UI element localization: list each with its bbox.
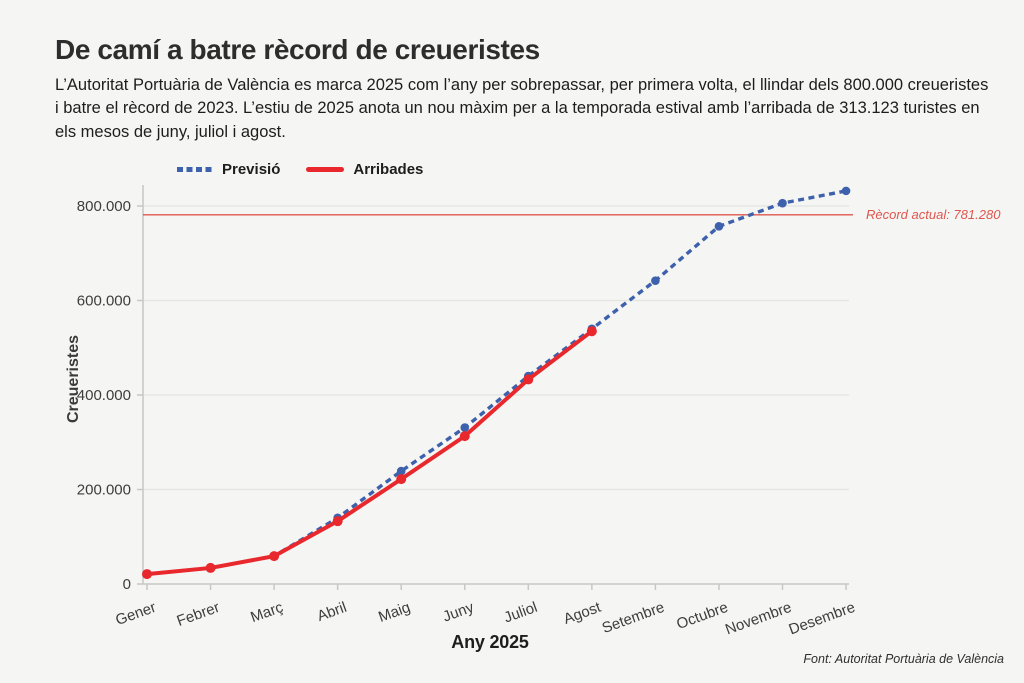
previsio-point bbox=[651, 276, 660, 285]
arribades-point bbox=[142, 569, 152, 580]
record-label: Rècord actual: 781.280 bbox=[866, 207, 1001, 222]
y-tick-label: 600.000 bbox=[77, 293, 131, 310]
x-tick-label: Abril bbox=[315, 599, 349, 625]
previsio-point bbox=[460, 423, 470, 432]
x-tick-label: Maig bbox=[376, 599, 412, 626]
y-tick-label: 400.000 bbox=[77, 387, 131, 404]
x-tick-label: Juny bbox=[441, 599, 477, 626]
x-tick-label: Gener bbox=[113, 599, 158, 629]
previsio-point bbox=[714, 222, 724, 231]
arribades-point bbox=[269, 551, 280, 562]
legend-label-previsio: Previsió bbox=[222, 161, 281, 178]
arribades-solid-line-swatch bbox=[306, 167, 345, 172]
x-tick-label: Octubre bbox=[674, 599, 730, 633]
previsio-line bbox=[146, 189, 847, 576]
x-axis-title: Any 2025 bbox=[451, 632, 529, 652]
previsio-point bbox=[396, 466, 406, 476]
previsio-point bbox=[778, 198, 787, 208]
chart-legend: Previsió Arribades bbox=[177, 161, 423, 178]
previsio-point bbox=[841, 186, 851, 196]
arribades-point bbox=[396, 474, 407, 485]
x-tick-label: Juliol bbox=[502, 599, 540, 627]
x-tick-label: Març bbox=[248, 599, 286, 627]
x-tick-label: Febrer bbox=[175, 599, 222, 630]
legend-item-previsio: Previsió bbox=[177, 161, 280, 178]
arribades-point bbox=[205, 562, 216, 573]
legend-label-arribades: Arribades bbox=[353, 161, 424, 178]
arribades-line bbox=[145, 329, 594, 577]
y-tick-label: 0 bbox=[123, 576, 131, 593]
previsio-dashed-line-swatch bbox=[177, 167, 213, 172]
x-tick-label: Agost bbox=[561, 599, 604, 628]
page-title: De camí a batre rècord de creueristes bbox=[55, 34, 540, 65]
source-credit: Font: Autoritat Portuària de València bbox=[803, 652, 1004, 666]
arribades-point bbox=[523, 374, 534, 385]
page-subtitle: L’Autoritat Portuària de València es mar… bbox=[55, 76, 989, 141]
y-tick-label: 800.000 bbox=[77, 198, 131, 215]
legend-item-arribades: Arribades bbox=[306, 161, 423, 178]
y-tick-label: 200.000 bbox=[77, 482, 131, 499]
arribades-point bbox=[586, 326, 597, 337]
arribades-point bbox=[459, 431, 470, 442]
arribades-point bbox=[332, 516, 343, 527]
